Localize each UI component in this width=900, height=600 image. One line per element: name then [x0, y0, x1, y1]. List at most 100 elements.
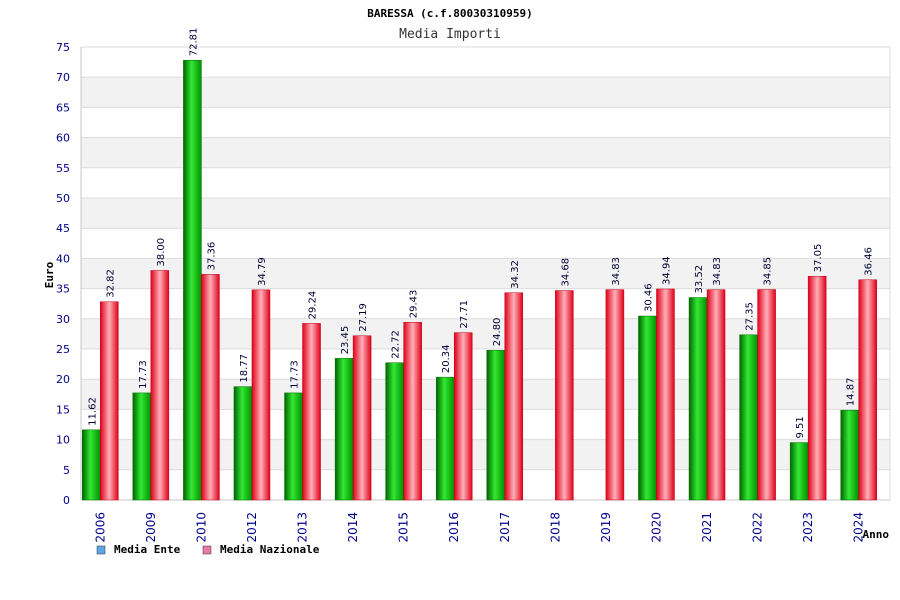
x-tick-label: 2022: [751, 512, 765, 543]
x-tick-label: 2021: [700, 512, 714, 543]
value-label: 37.36: [206, 242, 217, 271]
bar-media-nazionale-2012: [251, 289, 271, 501]
y-axis-label: Euro: [43, 261, 56, 288]
bar-media-ente-2024: [840, 409, 859, 501]
x-tick-label: 2009: [144, 512, 158, 543]
x-tick-label: 2012: [245, 512, 259, 543]
value-label: 18.77: [239, 354, 250, 383]
value-label: 24.80: [492, 318, 503, 347]
y-tick-label: 35: [56, 283, 70, 296]
x-tick-label: 2015: [397, 512, 411, 543]
bar-media-nazionale-2010: [201, 274, 220, 501]
legend-swatch-media-nazionale: [202, 545, 212, 555]
y-tick-label: 40: [56, 252, 70, 265]
y-tick-label: 75: [56, 41, 70, 54]
bar-media-ente-2009: [132, 392, 152, 501]
bars: [82, 59, 877, 501]
bar-media-nazionale-2024: [858, 279, 877, 501]
value-label: 9.51: [795, 416, 806, 438]
legend-label-media-nazionale: Media Nazionale: [220, 543, 320, 556]
value-label: 17.73: [138, 360, 149, 389]
bar-media-ente-2014: [334, 358, 354, 501]
value-label: 34.94: [661, 256, 672, 285]
y-axis-ticks: 0 5 10 15 20 25 30 35 40 45 50 55 60 65 70 75: [56, 41, 70, 507]
chart-subtitle: Media Importi: [399, 27, 501, 42]
value-label: 34.32: [510, 260, 521, 289]
x-tick-label: 2017: [498, 512, 512, 543]
bar-media-nazionale-2018: [555, 290, 574, 501]
bar-media-ente-2017: [486, 349, 506, 501]
bar-media-ente-2012: [233, 386, 253, 501]
y-tick-label: 45: [56, 222, 70, 235]
bar-media-nazionale-2022: [757, 289, 776, 501]
x-tick-label: 2013: [296, 512, 310, 543]
bar-media-nazionale-2015: [403, 321, 422, 501]
value-label: 32.82: [105, 269, 116, 298]
value-labels: 11.62 32.82 17.73 38.00 72.81 37.36 18.77 34.79…: [87, 28, 874, 439]
bar-media-ente-2020: [638, 315, 657, 501]
bar-media-nazionale-2020: [656, 288, 675, 501]
legend-label-media-ente: Media Ente: [114, 543, 181, 556]
grid-band: [81, 198, 890, 229]
value-label: 36.46: [864, 247, 875, 276]
y-tick-label: 25: [56, 343, 70, 356]
value-label: 34.79: [257, 257, 268, 286]
bar-media-nazionale-2006: [100, 301, 119, 501]
value-label: 37.05: [813, 244, 824, 273]
value-label: 34.85: [763, 257, 774, 286]
y-tick-label: 15: [56, 403, 70, 416]
x-tick-label: 2020: [649, 512, 663, 543]
value-label: 17.73: [290, 360, 301, 389]
y-tick-label: 0: [63, 494, 70, 507]
bar-media-ente-2023: [789, 442, 809, 501]
value-label: 23.45: [340, 326, 351, 355]
x-axis-label: Anno: [863, 528, 890, 541]
bar-media-nazionale-2014: [352, 335, 372, 501]
value-label: 29.24: [308, 291, 319, 320]
bar-media-nazionale-2019: [605, 289, 625, 501]
bar-media-ente-2022: [739, 334, 758, 501]
y-tick-label: 60: [56, 132, 70, 145]
value-label: 29.43: [409, 290, 420, 319]
x-axis-ticks: 2006 2009 2010 2012 2013 2014 2015 2016 2017 2018…: [93, 512, 865, 543]
y-tick-label: 10: [56, 434, 70, 447]
bar-media-ente-2013: [284, 392, 303, 501]
value-label: 34.68: [560, 258, 571, 287]
y-tick-label: 50: [56, 192, 70, 205]
y-tick-label: 55: [56, 162, 70, 175]
x-tick-label: 2010: [194, 512, 208, 543]
value-label: 22.72: [391, 330, 402, 359]
bar-media-nazionale-2017: [504, 292, 524, 501]
value-label: 27.19: [358, 303, 369, 332]
legend: Media Ente Media Nazionale: [96, 543, 320, 556]
value-label: 30.46: [643, 283, 654, 312]
bar-media-nazionale-2023: [807, 275, 827, 501]
bar-media-nazionale-2021: [706, 289, 726, 501]
grid-band: [81, 77, 890, 108]
y-tick-label: 20: [56, 373, 70, 386]
x-tick-label: 2016: [447, 512, 461, 543]
value-label: 34.83: [712, 257, 723, 286]
value-label: 72.81: [188, 28, 199, 57]
y-tick-label: 65: [56, 101, 70, 114]
value-label: 27.71: [459, 300, 470, 329]
value-label: 20.34: [441, 345, 452, 374]
y-tick-label: 5: [63, 464, 70, 477]
value-label: 14.87: [846, 378, 857, 407]
x-tick-label: 2006: [93, 512, 107, 543]
x-tick-label: 2023: [801, 512, 815, 543]
x-tick-label: 2024: [852, 512, 866, 543]
value-label: 34.83: [611, 257, 622, 286]
value-label: 33.52: [694, 265, 705, 294]
bar-media-nazionale-2016: [453, 332, 473, 501]
bar-media-nazionale-2013: [302, 323, 321, 501]
bar-media-ente-2010: [183, 59, 202, 501]
value-label: 11.62: [87, 397, 98, 426]
x-tick-label: 2019: [599, 512, 613, 543]
bar-media-ente-2015: [385, 362, 404, 501]
y-tick-label: 30: [56, 313, 70, 326]
bar-media-ente-2016: [435, 376, 455, 501]
value-label: 27.35: [745, 302, 756, 331]
bar-media-nazionale-2009: [150, 270, 170, 501]
